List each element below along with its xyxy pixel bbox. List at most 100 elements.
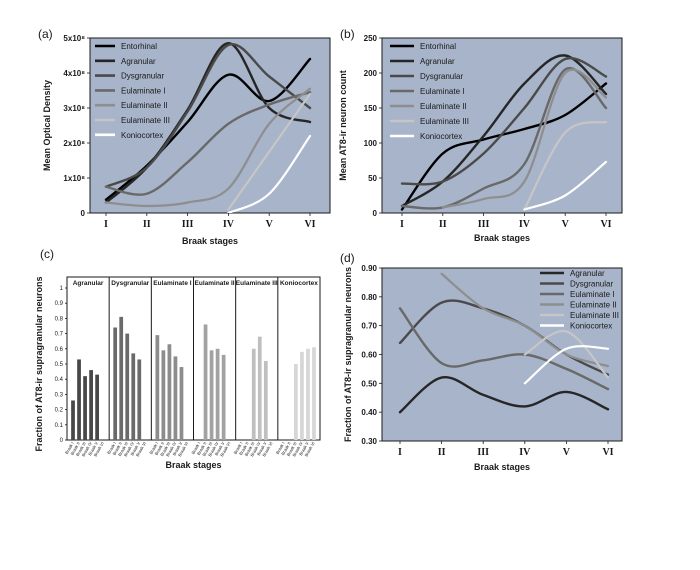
- group-label-koniocortex: Koniocortex: [280, 280, 318, 287]
- x-tick-label: II: [143, 219, 151, 230]
- legend-label-eulaminate-ii: Eulaminate II: [420, 102, 467, 111]
- x-tick-label: IV: [519, 447, 531, 458]
- x-tick-label: V: [266, 219, 274, 230]
- y-tick-label: 0.60: [361, 351, 377, 360]
- group-label-dysgranular: Dysgranular: [111, 280, 149, 287]
- x-axis-title: Braak stages: [182, 236, 238, 246]
- group-label-agranular: Agranular: [73, 280, 104, 287]
- panel-c: (c) 0 0.1 0.2 0.3 0.4 0.5 0.6 0.7 0.8 0.9 1 Agranula…: [34, 247, 321, 470]
- panel-label: (a): [38, 27, 53, 41]
- y-tick-label: 0.40: [361, 408, 377, 417]
- bar-eulaminate-ii-braak-iii: [209, 350, 214, 440]
- bar-eulaminate-i-braak-i: [155, 335, 160, 440]
- legend-label-koniocortex: Koniocortex: [420, 132, 462, 141]
- bar-category-label: Braak II: [69, 441, 81, 456]
- series-line-dysgranular: [400, 56, 608, 186]
- legend-label-eulaminate-ii: Eulaminate II: [570, 301, 617, 310]
- bar-koniocortex-braak-vi: [312, 347, 316, 440]
- bar-category-label: Braak II: [238, 441, 250, 456]
- y-axis-title: Mean Optical Density: [42, 80, 52, 171]
- y-tick-label: 0: [81, 209, 86, 218]
- y-tick-label: 0.8: [55, 316, 64, 322]
- bar-agranular-braak-iii: [83, 376, 87, 440]
- y-tick-label: 0.30: [361, 437, 377, 446]
- panel-label: (c): [40, 247, 54, 261]
- legend-label-eulaminate-iii: Eulaminate III: [420, 117, 469, 126]
- bar-eulaminate-iii-braak-v: [263, 360, 268, 440]
- legend-label-eulaminate-ii: Eulaminate II: [121, 101, 168, 110]
- bar-category-label: Braak I: [148, 441, 159, 455]
- y-tick-label: 3x10⁸: [63, 104, 85, 113]
- legend-label-eulaminate-iii: Eulaminate III: [121, 116, 170, 125]
- legend-label-eulaminate-i: Eulaminate I: [570, 290, 614, 299]
- bar-category-label: Braak I: [64, 441, 75, 455]
- series-line-eulaminate-ii: [104, 87, 312, 208]
- bar-eulaminate-iii-braak-iv: [257, 336, 262, 440]
- bar-category-label: Braak II: [196, 441, 208, 456]
- series-line-agranular: [400, 54, 608, 208]
- series-line-eulaminate-iii: [227, 92, 312, 211]
- x-tick-label: V: [562, 219, 570, 230]
- bar-dysgranular-braak-iii: [125, 333, 130, 440]
- bar-category-label: Braak V: [256, 441, 268, 457]
- legend-label-eulaminate-iii: Eulaminate III: [570, 311, 619, 320]
- series-line-eulaminate-i: [104, 91, 312, 196]
- group-label-eulaminate-ii: Eulaminate II: [195, 280, 235, 287]
- series-line-eulaminate-i: [398, 307, 610, 391]
- bar-dysgranular-braak-v: [137, 359, 142, 440]
- bar-eulaminate-ii-braak-iv: [215, 348, 220, 440]
- x-tick-label: II: [439, 219, 447, 230]
- y-axis-title: Mean AT8-ir neuron count: [338, 70, 348, 181]
- legend-label-agranular: Agranular: [121, 57, 156, 66]
- series-line-entorhinal: [104, 57, 312, 201]
- bar-category-label: Braak I: [275, 441, 286, 455]
- series-line-eulaminate-ii: [441, 68, 608, 209]
- x-tick-label: VI: [304, 219, 315, 230]
- bar-category-label: Braak V: [298, 441, 310, 457]
- y-tick-label: 4x10⁸: [63, 69, 85, 78]
- bar-dysgranular-braak-ii: [119, 316, 124, 440]
- bar-agranular-braak-iv: [89, 370, 93, 440]
- series-line-eulaminate-ii: [440, 272, 610, 368]
- y-tick-label: 0: [373, 209, 378, 218]
- y-tick-label: 0.80: [361, 293, 377, 302]
- y-tick-label: 100: [364, 139, 378, 148]
- bar-category-label: Braak II: [112, 441, 124, 456]
- x-tick-label: II: [438, 447, 446, 458]
- series-line-dysgranular: [104, 43, 312, 188]
- bar-koniocortex-braak-v: [306, 348, 310, 440]
- panel-d: (d)0.300.400.500.600.700.800.90I II III IV V…: [340, 251, 623, 472]
- bar-agranular-braak-i: [71, 400, 75, 440]
- bar-eulaminate-i-braak-iv: [173, 356, 178, 440]
- bar-category-label: Braak I: [106, 441, 117, 455]
- bar-eulaminate-i-braak-iii: [167, 344, 172, 440]
- bar-category-label: Braak V: [87, 441, 99, 457]
- bar-eulaminate-iii-braak-iii: [251, 348, 256, 440]
- bar-category-label: Braak I: [233, 441, 244, 455]
- y-tick-label: 0.4: [55, 377, 64, 383]
- y-tick-label: 0.5: [55, 362, 64, 368]
- legend-label-koniocortex: Koniocortex: [121, 131, 163, 140]
- bar-eulaminate-i-braak-v: [179, 367, 184, 440]
- bar-dysgranular-braak-iv: [131, 353, 136, 440]
- y-tick-label: 5x10⁸: [63, 34, 85, 43]
- legend: Entorhinal Agranular Dysgranular Eulaminate…: [390, 42, 469, 141]
- group-label-eulaminate-i: Eulaminate I: [153, 280, 191, 287]
- y-tick-label: 0.50: [361, 379, 377, 388]
- bar-agranular-braak-ii: [77, 359, 81, 440]
- y-tick-label: 0.70: [361, 322, 377, 331]
- y-tick-label: 250: [364, 34, 378, 43]
- y-axis-title: Fraction of AT8-ir supragranular neurons: [34, 276, 44, 451]
- legend-label-dysgranular: Dysgranular: [121, 72, 164, 81]
- legend-label-eulaminate-i: Eulaminate I: [121, 86, 165, 95]
- x-tick-label: III: [182, 219, 194, 230]
- legend-label-agranular: Agranular: [420, 57, 455, 66]
- bar-category-label: Braak II: [280, 441, 292, 456]
- y-tick-label: 0.7: [55, 332, 64, 338]
- legend-label-dysgranular: Dysgranular: [570, 280, 613, 289]
- bar-category-label: Braak I: [190, 441, 201, 455]
- bar-category-label: Braak V: [214, 441, 226, 457]
